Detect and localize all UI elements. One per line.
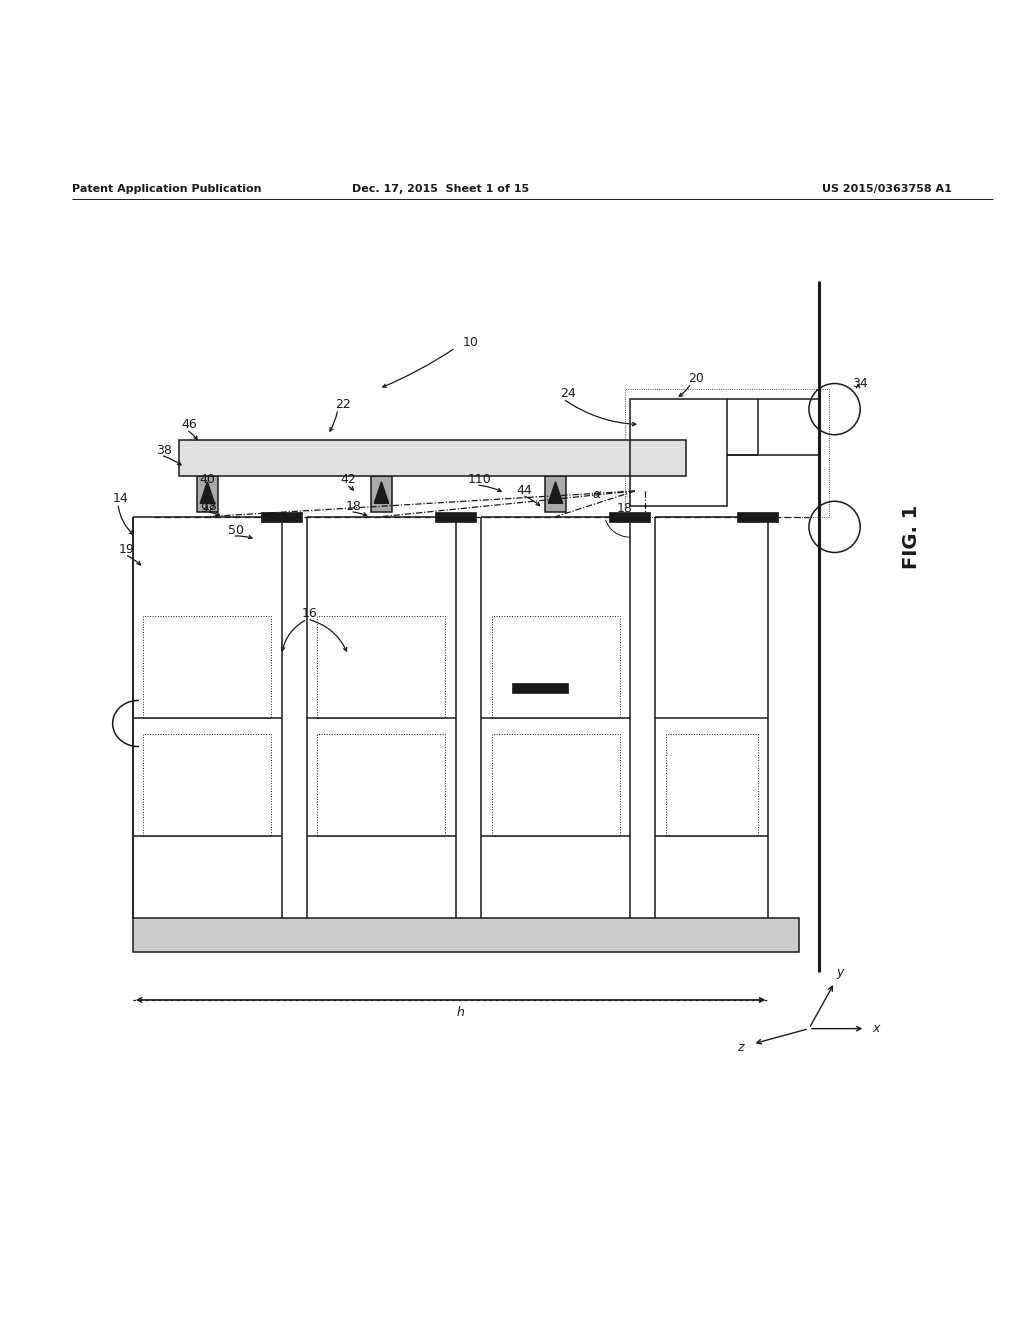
- Text: 40: 40: [199, 474, 215, 486]
- Bar: [179, 440, 686, 475]
- Bar: [625, 388, 829, 516]
- Text: 18: 18: [202, 500, 218, 513]
- Bar: [261, 512, 302, 521]
- Text: 92: 92: [200, 502, 216, 515]
- Text: 19: 19: [119, 543, 135, 556]
- Bar: [609, 512, 650, 521]
- Polygon shape: [375, 482, 389, 503]
- Text: α: α: [593, 487, 601, 500]
- Text: 46: 46: [181, 418, 198, 430]
- Text: 38: 38: [156, 444, 172, 457]
- Text: FIG. 1: FIG. 1: [902, 506, 921, 569]
- Text: Patent Application Publication: Patent Application Publication: [72, 183, 261, 194]
- Text: h: h: [457, 1006, 465, 1019]
- Text: 14: 14: [113, 492, 129, 504]
- Bar: [546, 475, 566, 512]
- Bar: [666, 734, 758, 836]
- Bar: [197, 475, 217, 512]
- Bar: [737, 512, 778, 521]
- Bar: [317, 616, 445, 718]
- Text: 44: 44: [516, 483, 532, 496]
- Text: 16: 16: [301, 607, 317, 620]
- Text: 18: 18: [616, 502, 633, 515]
- Text: 20: 20: [688, 372, 705, 385]
- Polygon shape: [549, 482, 563, 503]
- Polygon shape: [201, 482, 215, 503]
- Bar: [372, 475, 392, 512]
- Text: Dec. 17, 2015  Sheet 1 of 15: Dec. 17, 2015 Sheet 1 of 15: [352, 183, 528, 194]
- Bar: [143, 734, 271, 836]
- Text: 18: 18: [345, 500, 361, 513]
- Bar: [630, 399, 727, 507]
- Bar: [492, 734, 620, 836]
- Text: 110: 110: [467, 474, 492, 486]
- Bar: [435, 512, 476, 521]
- Text: 22: 22: [335, 397, 351, 411]
- Text: 34: 34: [852, 378, 868, 389]
- Bar: [143, 616, 271, 718]
- Bar: [512, 682, 568, 693]
- Text: x: x: [871, 1022, 880, 1035]
- Text: y: y: [836, 966, 844, 979]
- Text: z: z: [737, 1040, 743, 1053]
- Bar: [492, 616, 620, 718]
- Text: 10: 10: [463, 337, 479, 348]
- Text: 50: 50: [227, 524, 244, 537]
- Text: 42: 42: [340, 474, 356, 486]
- Bar: [317, 734, 445, 836]
- Bar: [133, 917, 799, 952]
- Text: 24: 24: [560, 387, 577, 400]
- Text: US 2015/0363758 A1: US 2015/0363758 A1: [822, 183, 952, 194]
